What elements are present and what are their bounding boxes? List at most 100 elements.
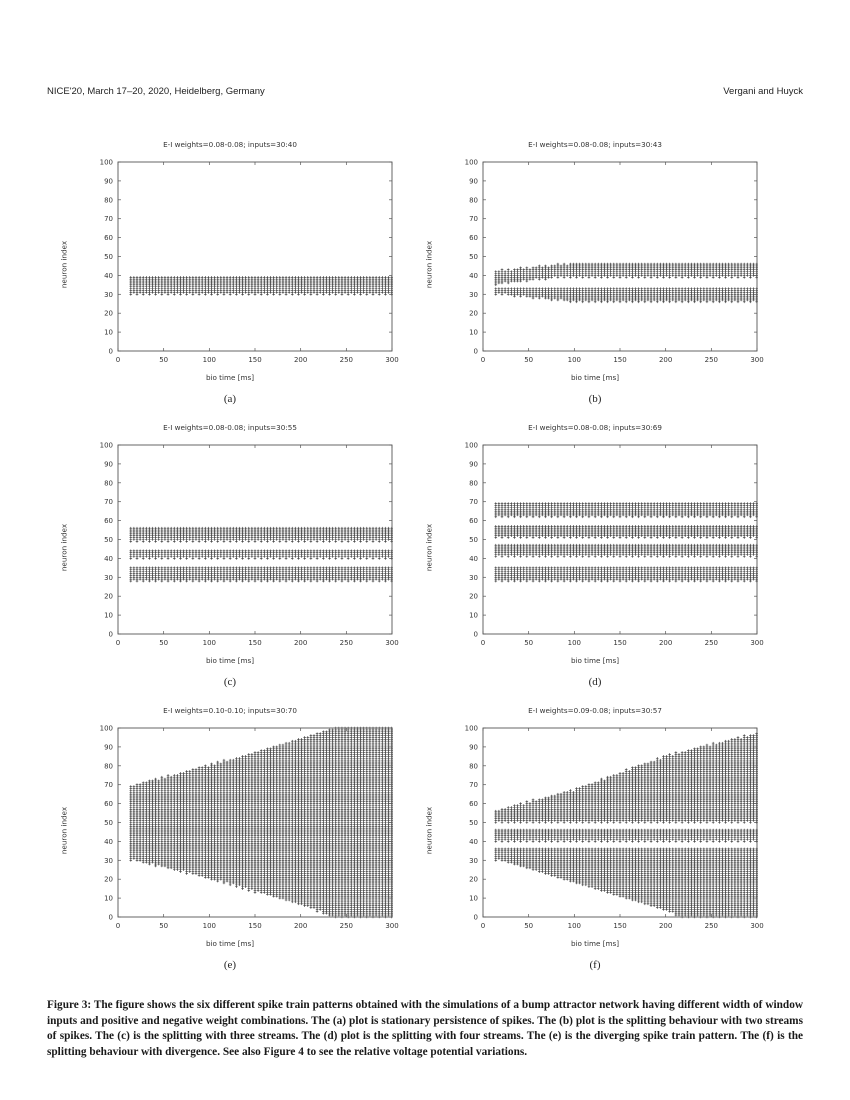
plot-title: E-I weights=0.08-0.08; inputs=30:55	[163, 423, 297, 432]
svg-text:70: 70	[469, 781, 478, 789]
svg-text:20: 20	[104, 593, 113, 601]
svg-text:0: 0	[481, 356, 485, 364]
raster-plot: 0 10 20 30 40 50 60 70 80 90 100 0 50 100 150 200 250 300	[100, 442, 399, 648]
svg-text:10: 10	[469, 612, 478, 620]
svg-text:40: 40	[469, 555, 478, 563]
svg-text:0: 0	[109, 914, 113, 922]
svg-text:50: 50	[469, 253, 478, 261]
svg-text:30: 30	[104, 291, 113, 299]
svg-text:0: 0	[474, 631, 478, 639]
raster-plot: 0 10 20 30 40 50 60 70 80 90 100 0 50 100 150 200 250 300	[100, 159, 399, 365]
svg-text:90: 90	[469, 743, 478, 751]
svg-text:200: 200	[294, 639, 307, 647]
svg-text:70: 70	[104, 781, 113, 789]
svg-text:80: 80	[104, 196, 113, 204]
svg-text:300: 300	[385, 356, 398, 364]
x-axis-label: bio time [ms]	[570, 939, 620, 948]
svg-text:40: 40	[104, 838, 113, 846]
subfigure-label: (b)	[588, 393, 602, 405]
svg-text:30: 30	[104, 574, 113, 582]
svg-text:150: 150	[613, 922, 626, 930]
svg-text:80: 80	[104, 762, 113, 770]
svg-text:70: 70	[104, 498, 113, 506]
raster-plot: 0 10 20 30 40 50 60 70 80 90 100 0 50 100 150 200 250 300	[100, 725, 399, 931]
svg-text:50: 50	[524, 922, 533, 930]
svg-text:10: 10	[469, 329, 478, 337]
plot-title: E-I weights=0.08-0.08; inputs=30:69	[528, 423, 662, 432]
raster-plot: 0 10 20 30 40 50 60 70 80 90 100 0 50 100 150 200 250 300	[465, 442, 764, 648]
svg-text:30: 30	[469, 574, 478, 582]
svg-text:0: 0	[481, 639, 485, 647]
svg-text:0: 0	[109, 348, 113, 356]
svg-text:80: 80	[469, 762, 478, 770]
svg-text:80: 80	[469, 196, 478, 204]
svg-text:100: 100	[203, 922, 216, 930]
svg-text:60: 60	[469, 234, 478, 242]
plot-title: E-I weights=0.08-0.08; inputs=30:43	[528, 140, 662, 149]
plot-panel-a: E-I weights=0.08-0.08; inputs=30:40 0 10 20…	[40, 140, 420, 410]
svg-text:70: 70	[469, 215, 478, 223]
plot-title: E-I weights=0.09-0.08; inputs=30:57	[528, 706, 662, 715]
svg-text:250: 250	[705, 356, 718, 364]
svg-text:20: 20	[104, 310, 113, 318]
svg-text:40: 40	[104, 555, 113, 563]
raster-plot: 0 10 20 30 40 50 60 70 80 90 100 0 50 100 150 200 250 300	[465, 159, 764, 365]
svg-text:100: 100	[203, 639, 216, 647]
svg-text:60: 60	[104, 517, 113, 525]
svg-text:60: 60	[469, 800, 478, 808]
svg-text:50: 50	[159, 922, 168, 930]
figure-caption: Figure 3: The figure shows the six diffe…	[47, 999, 803, 1058]
svg-text:20: 20	[104, 876, 113, 884]
svg-text:20: 20	[469, 593, 478, 601]
svg-text:300: 300	[750, 356, 763, 364]
svg-text:100: 100	[100, 442, 113, 450]
plot-title: E-I weights=0.08-0.08; inputs=30:40	[163, 140, 297, 149]
svg-text:40: 40	[469, 272, 478, 280]
svg-text:0: 0	[116, 922, 120, 930]
svg-text:300: 300	[385, 639, 398, 647]
svg-text:250: 250	[340, 922, 353, 930]
svg-text:20: 20	[469, 876, 478, 884]
svg-text:100: 100	[100, 725, 113, 733]
svg-text:90: 90	[104, 743, 113, 751]
svg-text:30: 30	[104, 857, 113, 865]
svg-text:10: 10	[104, 329, 113, 337]
svg-text:50: 50	[469, 819, 478, 827]
svg-text:50: 50	[104, 536, 113, 544]
y-axis-label: neuron index	[424, 523, 434, 572]
raster-plot: 0 10 20 30 40 50 60 70 80 90 100 0 50 100 150 200 250 300	[465, 725, 764, 931]
svg-text:50: 50	[159, 356, 168, 364]
svg-text:200: 200	[659, 639, 672, 647]
x-axis-label: bio time [ms]	[570, 373, 620, 382]
svg-text:30: 30	[469, 857, 478, 865]
svg-text:50: 50	[524, 356, 533, 364]
svg-text:0: 0	[474, 914, 478, 922]
svg-text:200: 200	[659, 356, 672, 364]
svg-text:0: 0	[116, 639, 120, 647]
svg-text:100: 100	[465, 442, 478, 450]
svg-text:300: 300	[750, 922, 763, 930]
svg-text:200: 200	[294, 356, 307, 364]
svg-text:90: 90	[104, 460, 113, 468]
y-axis-label: neuron index	[59, 523, 69, 572]
svg-text:0: 0	[116, 356, 120, 364]
svg-text:100: 100	[568, 922, 581, 930]
y-axis-label: neuron index	[59, 806, 69, 855]
svg-text:50: 50	[469, 536, 478, 544]
svg-text:50: 50	[104, 253, 113, 261]
svg-text:150: 150	[248, 639, 261, 647]
svg-text:100: 100	[465, 725, 478, 733]
svg-text:30: 30	[469, 291, 478, 299]
plot-panel-c: E-I weights=0.08-0.08; inputs=30:55 0 10 20…	[40, 423, 420, 693]
running-header-left: NICE'20, March 17–20, 2020, Heidelberg, …	[47, 86, 265, 97]
svg-text:150: 150	[248, 922, 261, 930]
plot-panel-f: E-I weights=0.09-0.08; inputs=30:57 0 10 20…	[405, 706, 785, 976]
svg-text:60: 60	[104, 800, 113, 808]
plot-panel-d: E-I weights=0.08-0.08; inputs=30:69 0 10 20…	[405, 423, 785, 693]
subfigure-label: (c)	[223, 676, 237, 688]
svg-text:150: 150	[613, 639, 626, 647]
svg-text:50: 50	[524, 639, 533, 647]
svg-text:0: 0	[481, 922, 485, 930]
y-axis-label: neuron index	[59, 240, 69, 289]
svg-text:250: 250	[340, 356, 353, 364]
